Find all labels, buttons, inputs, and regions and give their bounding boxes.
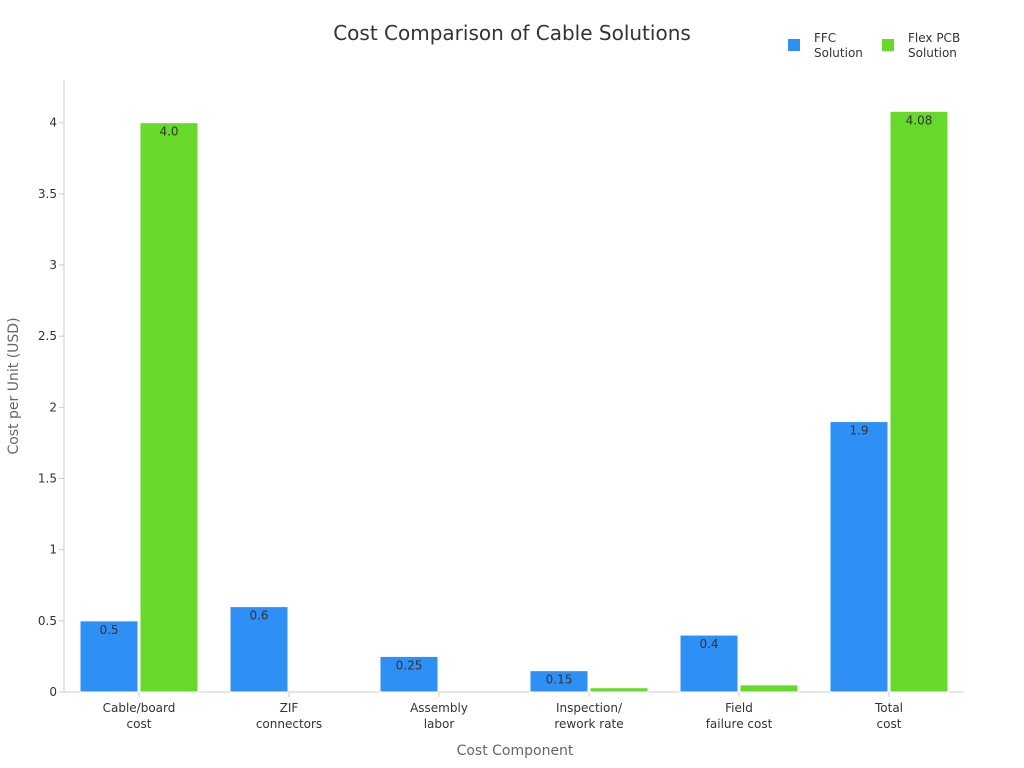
x-tick-label-line: Inspection/ <box>556 701 623 715</box>
y-tick-label: 3.5 <box>38 187 57 201</box>
y-tick-label: 2 <box>49 400 57 414</box>
x-tick-label-line: Cable/board <box>103 701 176 715</box>
legend-label-line: FFC <box>814 31 836 45</box>
x-tick-label-line: cost <box>127 717 152 731</box>
y-axis-title: Cost per Unit (USD) <box>6 317 22 454</box>
legend-label-1: Flex PCB Solution <box>908 31 960 60</box>
data-label: 0.25 <box>396 658 423 672</box>
bar-series-0-0 <box>79 620 139 693</box>
bar-series-1-3 <box>589 687 649 693</box>
legend-label-0: FFC Solution <box>814 31 863 60</box>
legend-label-line: Solution <box>908 46 957 60</box>
bars <box>79 110 949 693</box>
x-tick-label-line: labor <box>424 717 455 731</box>
data-label: 4.08 <box>906 113 933 127</box>
bar-series-0-1 <box>229 606 289 693</box>
x-tick-label-line: connectors <box>256 717 322 731</box>
legend-label-line: Flex PCB <box>908 31 960 45</box>
bar-series-1-4 <box>739 684 799 693</box>
data-label: 0.5 <box>99 623 118 637</box>
x-tick-label: Cable/board cost <box>103 701 176 731</box>
data-label: 0.6 <box>249 609 268 623</box>
legend-label-line: Solution <box>814 46 863 60</box>
y-tick-label: 2.5 <box>38 329 57 343</box>
x-tick-label-line: ZIF <box>280 701 299 715</box>
data-label: 0.4 <box>699 637 718 651</box>
x-tick-label-line: Total <box>874 701 903 715</box>
legend-swatch-1 <box>882 39 894 51</box>
x-axis-title: Cost Component <box>457 743 574 759</box>
x-tick-label-line: Assembly <box>410 701 468 715</box>
y-tick-label: 4 <box>49 116 57 130</box>
x-tick-label: Inspection/rework rate <box>554 701 623 731</box>
y-tick-label: 3 <box>49 258 57 272</box>
x-tick-label: Field failure cost <box>706 701 773 731</box>
x-tick-label: ZIF connectors <box>256 701 322 731</box>
y-tick-label: 1.5 <box>38 472 57 486</box>
y-tick-label: 0.5 <box>38 614 57 628</box>
y-tick-label: 1 <box>49 543 57 557</box>
x-tick-label-line: rework rate <box>554 717 623 731</box>
y-axis: 0 0.5 1 1.5 2 2.5 3 3.5 4 <box>38 80 65 699</box>
bar-series-0-2 <box>379 655 439 693</box>
bar-series-1-0 <box>139 122 199 693</box>
bar-series-0-5 <box>829 421 889 693</box>
x-tick-label-line: cost <box>877 717 902 731</box>
bar-series-0-4 <box>679 634 739 693</box>
data-label: 0.15 <box>546 673 573 687</box>
x-tick-label-line: Field <box>725 701 753 715</box>
y-tick-label: 0 <box>49 685 57 699</box>
x-tick-label-line: failure cost <box>706 717 773 731</box>
chart-title: Cost Comparison of Cable Solutions <box>333 21 691 45</box>
data-label: 1.9 <box>849 424 868 438</box>
x-axis: Cable/board cost ZIF connectors Assembly labo… <box>64 691 964 731</box>
bar-series-0-3 <box>529 670 589 693</box>
x-tick-label: Total cost <box>874 701 903 731</box>
legend-swatch-0 <box>788 39 800 51</box>
data-label: 4.0 <box>159 125 178 139</box>
x-tick-label: Assembly labor <box>410 701 468 731</box>
bar-series-1-5 <box>889 110 949 693</box>
data-labels: 0.5 4.0 0.6 0.25 0.15 0.4 1.9 4.08 <box>99 113 932 686</box>
